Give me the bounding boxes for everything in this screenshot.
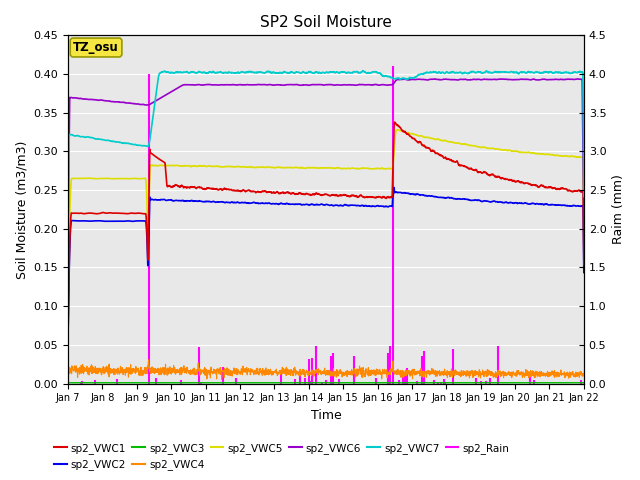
sp2_VWC4 <box>64 372 72 377</box>
sp2_VWC5 <box>549 152 557 157</box>
sp2_VWC4 <box>352 371 360 377</box>
sp2_VWC1 <box>340 192 348 198</box>
Y-axis label: Raim (mm): Raim (mm) <box>612 175 625 244</box>
Y-axis label: Soil Moisture (m3/m3): Soil Moisture (m3/m3) <box>15 140 28 278</box>
sp2_VWC3 <box>476 380 483 385</box>
sp2_VWC5 <box>476 144 483 150</box>
sp2_VWC1 <box>580 262 588 267</box>
sp2_VWC1 <box>352 193 360 199</box>
Line: sp2_VWC7: sp2_VWC7 <box>68 71 584 259</box>
sp2_VWC4 <box>208 369 216 375</box>
sp2_VWC7 <box>534 70 542 75</box>
sp2_VWC5 <box>340 166 348 171</box>
sp2_VWC7 <box>208 70 216 76</box>
sp2_VWC7 <box>64 256 72 262</box>
sp2_VWC3 <box>534 380 542 385</box>
sp2_VWC3 <box>352 380 360 385</box>
sp2_VWC3 <box>580 380 588 385</box>
sp2_VWC2 <box>208 199 216 205</box>
sp2_VWC6 <box>534 77 542 83</box>
sp2_VWC2 <box>476 198 483 204</box>
sp2_VWC1 <box>476 169 483 175</box>
sp2_VWC2 <box>549 202 557 207</box>
sp2_VWC5 <box>394 127 401 133</box>
sp2_VWC6 <box>64 228 72 234</box>
sp2_VWC4 <box>580 370 588 376</box>
sp2_VWC1 <box>391 119 399 125</box>
sp2_VWC6 <box>340 82 348 88</box>
Legend: sp2_VWC1, sp2_VWC2, sp2_VWC3, sp2_VWC4, sp2_VWC5, sp2_VWC6, sp2_VWC7, sp2_Rain: sp2_VWC1, sp2_VWC2, sp2_VWC3, sp2_VWC4, … <box>50 439 513 474</box>
sp2_VWC3 <box>548 380 556 385</box>
sp2_VWC2 <box>340 202 348 208</box>
Line: sp2_VWC6: sp2_VWC6 <box>68 79 584 231</box>
sp2_VWC6 <box>352 83 360 88</box>
sp2_VWC2 <box>534 202 542 207</box>
sp2_VWC4 <box>218 376 225 382</box>
Line: sp2_VWC1: sp2_VWC1 <box>68 122 584 334</box>
Text: TZ_osu: TZ_osu <box>73 41 119 54</box>
sp2_VWC6 <box>574 76 582 82</box>
sp2_VWC5 <box>534 151 542 156</box>
sp2_VWC5 <box>352 166 360 171</box>
sp2_VWC7 <box>549 70 557 76</box>
sp2_VWC6 <box>476 76 483 82</box>
sp2_VWC2 <box>390 185 398 191</box>
sp2_VWC3 <box>340 380 348 385</box>
sp2_VWC7 <box>352 69 360 75</box>
sp2_VWC2 <box>64 334 72 339</box>
sp2_VWC5 <box>208 164 216 169</box>
sp2_VWC6 <box>208 82 216 88</box>
sp2_VWC4 <box>341 372 349 378</box>
Line: sp2_VWC4: sp2_VWC4 <box>68 360 584 379</box>
sp2_VWC4 <box>549 371 557 377</box>
sp2_VWC1 <box>64 331 72 337</box>
sp2_VWC5 <box>580 245 588 251</box>
sp2_VWC7 <box>476 69 483 75</box>
sp2_VWC4 <box>476 370 484 375</box>
sp2_VWC1 <box>549 186 557 192</box>
sp2_VWC1 <box>208 186 216 192</box>
sp2_VWC4 <box>145 357 152 363</box>
sp2_VWC4 <box>535 370 543 376</box>
sp2_VWC3 <box>208 380 216 385</box>
sp2_VWC6 <box>580 218 588 224</box>
sp2_VWC2 <box>352 203 360 208</box>
sp2_VWC5 <box>64 319 72 325</box>
Line: sp2_VWC2: sp2_VWC2 <box>68 188 584 336</box>
sp2_VWC6 <box>548 77 556 83</box>
X-axis label: Time: Time <box>310 409 341 422</box>
sp2_VWC7 <box>580 194 588 200</box>
sp2_VWC3 <box>64 380 72 385</box>
Title: SP2 Soil Moisture: SP2 Soil Moisture <box>260 15 392 30</box>
sp2_VWC2 <box>580 270 588 276</box>
Line: sp2_VWC5: sp2_VWC5 <box>68 130 584 322</box>
sp2_VWC7 <box>340 69 348 75</box>
sp2_VWC7 <box>359 68 367 73</box>
sp2_VWC1 <box>534 184 542 190</box>
